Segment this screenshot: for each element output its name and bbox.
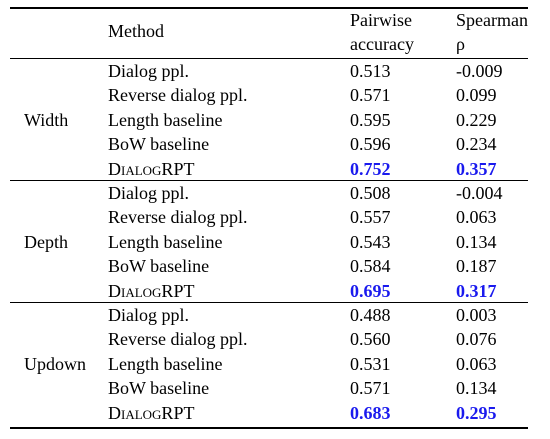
method: Length baseline (108, 231, 223, 252)
accuracy: 0.695 (350, 280, 391, 301)
header-spearman: Spearman ρ (456, 10, 528, 54)
method: BoW baseline (108, 256, 210, 277)
accuracy: 0.584 (350, 256, 391, 277)
accuracy: 0.571 (350, 378, 391, 399)
spearman: 0.229 (456, 109, 497, 130)
spearman: 0.295 (456, 402, 497, 423)
method: Reverse dialog ppl. (108, 329, 248, 350)
spearman: 0.357 (456, 158, 497, 179)
accuracy: 0.531 (350, 353, 391, 374)
rule (10, 302, 528, 303)
spearman: 0.099 (456, 85, 497, 106)
method: DialogRPT (108, 402, 195, 423)
method: Dialog ppl. (108, 305, 189, 325)
spearman: 0.063 (456, 207, 497, 228)
group-label: Updown (24, 353, 86, 374)
rule (10, 180, 528, 181)
method: BoW baseline (108, 378, 210, 399)
spearman: 0.134 (456, 378, 497, 399)
spearman: 0.134 (456, 231, 497, 252)
bottom-rule (10, 427, 528, 429)
method: Dialog ppl. (108, 61, 189, 81)
group-label: Width (24, 109, 69, 130)
method: Length baseline (108, 109, 223, 130)
spearman: -0.009 (456, 61, 503, 81)
method: DialogRPT (108, 280, 195, 301)
spearman: 0.063 (456, 353, 497, 374)
spearman: 0.317 (456, 280, 497, 301)
spearman: 0.076 (456, 329, 497, 350)
accuracy: 0.557 (350, 207, 391, 228)
accuracy: 0.595 (350, 109, 391, 130)
group-label: Depth (24, 231, 68, 252)
accuracy: 0.752 (350, 158, 391, 179)
header-method: Method (108, 21, 164, 41)
method: DialogRPT (108, 158, 195, 179)
method: Length baseline (108, 353, 223, 374)
accuracy: 0.513 (350, 61, 391, 81)
spearman: -0.004 (456, 183, 503, 203)
spearman: 0.187 (456, 256, 497, 277)
accuracy: 0.488 (350, 305, 391, 325)
method: Dialog ppl. (108, 183, 189, 203)
rule (10, 58, 528, 59)
accuracy: 0.560 (350, 329, 391, 350)
method: Reverse dialog ppl. (108, 85, 248, 106)
accuracy: 0.508 (350, 183, 391, 203)
top-rule (10, 7, 528, 9)
spearman: 0.003 (456, 305, 497, 325)
spearman: 0.234 (456, 134, 497, 155)
accuracy: 0.571 (350, 85, 391, 106)
accuracy: 0.683 (350, 402, 391, 423)
method: Reverse dialog ppl. (108, 207, 248, 228)
header-accuracy: Pairwise accuracy (350, 10, 414, 54)
method: BoW baseline (108, 134, 210, 155)
accuracy: 0.543 (350, 231, 391, 252)
accuracy: 0.596 (350, 134, 391, 155)
